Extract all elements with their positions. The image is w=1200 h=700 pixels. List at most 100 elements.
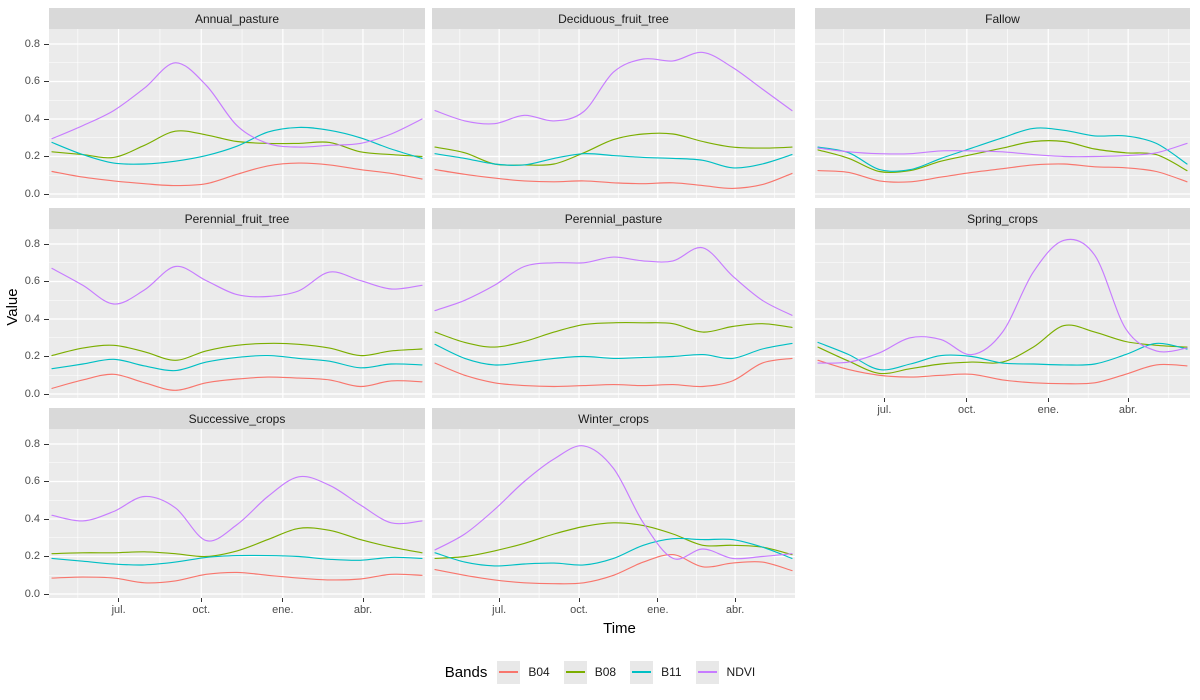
series-line-NDVI <box>434 445 793 560</box>
series-line-NDVI <box>434 51 793 125</box>
x-tick-mark <box>1127 398 1129 402</box>
x-tick-label: oct. <box>958 404 976 416</box>
y-tick-label: 0.0 <box>24 187 40 200</box>
y-tick-label: 0.4 <box>24 312 40 325</box>
facet-strip-winter_crops: Winter_crops <box>432 408 795 429</box>
series-line-NDVI <box>817 142 1188 158</box>
x-tick-mark <box>200 598 202 602</box>
series-line-B08 <box>434 321 793 348</box>
series-line-B04 <box>434 553 793 585</box>
legend-key-line-icon <box>499 671 519 673</box>
x-tick-label: abr. <box>1118 404 1138 416</box>
series-line-B11 <box>434 537 793 567</box>
facet-title: Fallow <box>985 11 1020 26</box>
y-tick-label: 0.4 <box>24 512 40 525</box>
y-tick-label: 0.8 <box>24 37 40 50</box>
facet-title: Winter_crops <box>578 411 649 426</box>
legend-label-NDVI: NDVI <box>726 665 756 679</box>
x-tick-label: ene. <box>272 604 294 616</box>
facet-panel-perennial_pasture <box>432 229 795 398</box>
y-tick-label: 0.2 <box>24 550 40 562</box>
series-line-B04 <box>434 169 793 189</box>
x-tick-mark <box>118 598 120 602</box>
series-line-B04 <box>51 373 423 391</box>
legend-key-line-icon <box>697 671 717 673</box>
facet-panel-fallow <box>815 29 1190 198</box>
x-tick-label: oct. <box>570 604 588 616</box>
y-tick-label: 0.6 <box>24 275 40 287</box>
y-tick-label: 0.6 <box>24 475 40 487</box>
x-tick-label: jul. <box>111 604 126 616</box>
legend-label-B11: B11 <box>661 665 682 679</box>
legend: Bands B04 B08 B11 NDVI <box>0 656 1200 688</box>
y-tick-label: 0.8 <box>24 237 40 250</box>
legend-label-B08: B08 <box>594 665 617 679</box>
facet-title: Successive_crops <box>188 411 286 426</box>
y-tick-mark <box>44 518 49 520</box>
legend-item-B04: B04 <box>497 660 550 684</box>
y-tick-mark <box>44 281 49 282</box>
facet-title: Deciduous_fruit_tree <box>558 11 669 26</box>
y-tick-label: 0.8 <box>24 437 40 450</box>
y-tick-mark <box>44 593 49 595</box>
facet-title: Perennial_fruit_tree <box>184 211 290 226</box>
x-tick-label: abr. <box>353 604 373 616</box>
facet-strip-fallow: Fallow <box>815 8 1190 29</box>
series-line-B04 <box>434 357 793 388</box>
x-tick-label: ene. <box>1037 404 1060 416</box>
y-tick-label: 0.4 <box>24 112 40 125</box>
legend-key-B11 <box>630 660 654 684</box>
x-tick-mark <box>883 398 885 402</box>
y-tick-label: 0.0 <box>24 387 40 400</box>
y-tick-mark <box>44 118 49 120</box>
legend-item-B11: B11 <box>630 660 682 684</box>
series-line-B04 <box>51 162 423 187</box>
series-line-B08 <box>51 130 423 159</box>
facet-panel-successive_crops <box>49 429 425 598</box>
series-line-B04 <box>817 163 1188 183</box>
facet-title: Spring_crops <box>967 211 1038 226</box>
facet-panel-perennial_fruit_tree <box>49 229 425 398</box>
series-line-B11 <box>51 354 423 372</box>
x-tick-mark <box>362 598 364 602</box>
facet-strip-perennial_pasture: Perennial_pasture <box>432 208 795 229</box>
series-line-B11 <box>817 127 1188 172</box>
facet-panel-deciduous_fruit_tree <box>432 29 795 198</box>
y-tick-label: 0.6 <box>24 75 40 87</box>
series-line-B11 <box>51 554 423 566</box>
x-tick-label: ene. <box>647 604 669 616</box>
series-line-NDVI <box>434 246 793 316</box>
x-tick-mark <box>1047 398 1049 402</box>
y-tick-mark <box>44 81 49 82</box>
series-line-B08 <box>434 522 793 559</box>
series-line-NDVI <box>51 62 423 148</box>
facet-title: Annual_pasture <box>194 11 280 26</box>
series-line-B11 <box>434 342 793 366</box>
y-tick-mark <box>44 356 49 357</box>
y-tick-label: 0.2 <box>24 150 40 162</box>
y-tick-mark <box>44 556 49 557</box>
x-tick-mark <box>657 598 659 602</box>
y-tick-label: 0.0 <box>24 587 40 600</box>
legend-item-B08: B08 <box>563 660 617 684</box>
series-line-NDVI <box>51 265 423 305</box>
y-tick-mark <box>44 393 49 395</box>
series-line-B08 <box>817 140 1188 174</box>
series-line-B08 <box>817 324 1188 375</box>
facet-strip-spring_crops: Spring_crops <box>815 208 1190 229</box>
legend-key-line-icon <box>565 671 585 673</box>
series-line-B11 <box>817 341 1188 371</box>
x-tick-mark <box>734 598 736 602</box>
series-line-B08 <box>51 527 423 558</box>
series-line-NDVI <box>817 238 1188 364</box>
facet-strip-deciduous_fruit_tree: Deciduous_fruit_tree <box>432 8 795 29</box>
facet-strip-annual_pasture: Annual_pasture <box>49 8 425 29</box>
facet-panel-annual_pasture <box>49 29 425 198</box>
y-tick-label: 0.2 <box>24 350 40 362</box>
series-line-B11 <box>51 126 423 165</box>
facet-panel-spring_crops <box>815 229 1190 398</box>
x-tick-mark <box>966 398 968 402</box>
legend-item-NDVI: NDVI <box>695 660 756 684</box>
y-tick-mark <box>44 156 49 157</box>
